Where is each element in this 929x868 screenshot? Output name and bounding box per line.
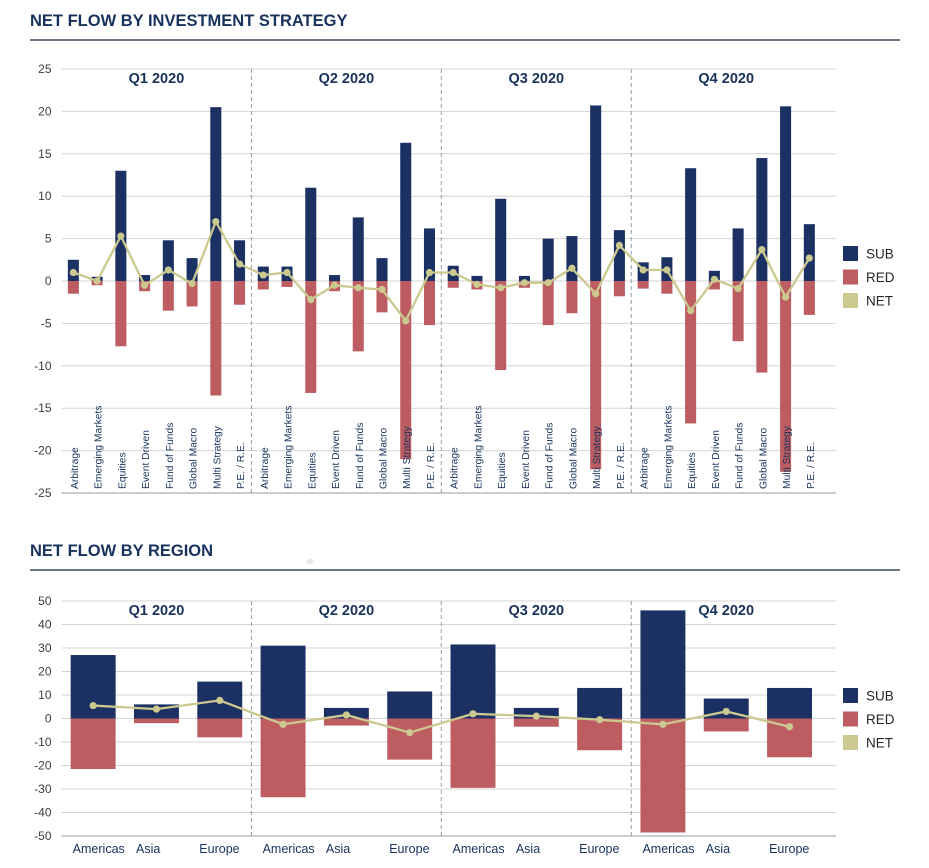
svg-text:Emerging Markets: Emerging Markets	[473, 405, 484, 489]
svg-text:15: 15	[38, 147, 52, 161]
svg-text:Multi Strategy: Multi Strategy	[212, 425, 223, 489]
svg-text:0: 0	[45, 274, 52, 288]
svg-text:Q4 2020: Q4 2020	[698, 71, 754, 87]
svg-text:Emerging Markets: Emerging Markets	[663, 405, 674, 489]
svg-text:Q1 2020: Q1 2020	[129, 71, 185, 87]
svg-text:Event Driven: Event Driven	[711, 430, 722, 489]
svg-text:NET FLOW BY INVESTMENT STRATEG: NET FLOW BY INVESTMENT STRATEGY	[30, 12, 347, 30]
svg-text:Europe: Europe	[199, 842, 239, 856]
svg-text:Equities: Equities	[307, 452, 318, 489]
svg-text:Arbitrage: Arbitrage	[450, 447, 461, 489]
svg-text:Europe: Europe	[769, 842, 809, 856]
svg-text:Q1 2020: Q1 2020	[129, 603, 185, 619]
svg-text:Equities: Equities	[117, 452, 128, 489]
svg-text:-40: -40	[34, 806, 52, 820]
svg-text:P.E. / R.E.: P.E. / R.E.	[426, 442, 437, 489]
svg-text:Europe: Europe	[579, 842, 619, 856]
svg-text:NET FLOW BY REGION: NET FLOW BY REGION	[30, 542, 213, 560]
svg-text:Global Macro: Global Macro	[568, 427, 579, 489]
svg-text:Fund of Funds: Fund of Funds	[735, 423, 746, 489]
svg-text:Q2 2020: Q2 2020	[319, 71, 375, 87]
svg-text:-20: -20	[34, 444, 52, 458]
svg-text:Equities: Equities	[497, 452, 508, 489]
svg-text:Q2 2020: Q2 2020	[319, 603, 375, 619]
svg-text:Americas: Americas	[73, 842, 125, 856]
svg-text:Event Driven: Event Driven	[521, 430, 532, 489]
svg-text:-5: -5	[41, 316, 52, 330]
svg-text:20: 20	[38, 665, 52, 679]
svg-text:0: 0	[45, 712, 52, 726]
svg-text:Asia: Asia	[326, 842, 350, 856]
svg-text:Event Driven: Event Driven	[331, 430, 342, 489]
svg-text:Arbitrage: Arbitrage	[260, 447, 271, 489]
svg-text:Multi Strategy: Multi Strategy	[402, 425, 413, 489]
svg-text:20: 20	[38, 104, 52, 118]
svg-text:-30: -30	[34, 782, 52, 796]
svg-text:Global Macro: Global Macro	[379, 427, 390, 489]
svg-text:Arbitrage: Arbitrage	[640, 447, 651, 489]
svg-text:Fund of Funds: Fund of Funds	[545, 423, 556, 489]
svg-text:Multi Strategy: Multi Strategy	[592, 425, 603, 489]
svg-text:RED: RED	[866, 270, 895, 285]
svg-text:40: 40	[38, 618, 52, 632]
svg-text:Asia: Asia	[516, 842, 540, 856]
svg-text:5: 5	[45, 232, 52, 246]
svg-text:-15: -15	[34, 401, 52, 415]
svg-text:P.E. / R.E.: P.E. / R.E.	[616, 442, 627, 489]
svg-text:RED: RED	[866, 712, 895, 727]
svg-text:Americas: Americas	[642, 842, 694, 856]
svg-text:NET: NET	[866, 294, 893, 309]
svg-text:Global Macro: Global Macro	[758, 427, 769, 489]
svg-text:-10: -10	[34, 359, 52, 373]
svg-text:25: 25	[38, 62, 52, 76]
svg-text:Multi Strategy: Multi Strategy	[782, 425, 793, 489]
svg-text:Global Macro: Global Macro	[189, 427, 200, 489]
svg-text:Americas: Americas	[453, 842, 505, 856]
svg-text:SUB: SUB	[866, 247, 894, 262]
svg-text:Asia: Asia	[136, 842, 160, 856]
svg-text:Emerging Markets: Emerging Markets	[94, 405, 105, 489]
svg-text:P.E. / R.E.: P.E. / R.E.	[236, 442, 247, 489]
svg-text:-20: -20	[34, 759, 52, 773]
svg-text:-10: -10	[34, 735, 52, 749]
svg-text:Fund of Funds: Fund of Funds	[355, 423, 366, 489]
svg-text:Emerging Markets: Emerging Markets	[284, 405, 295, 489]
svg-text:-50: -50	[34, 829, 52, 843]
svg-text:Fund of Funds: Fund of Funds	[165, 423, 176, 489]
svg-text:Asia: Asia	[706, 842, 730, 856]
svg-text:Europe: Europe	[389, 842, 429, 856]
svg-text:Equities: Equities	[687, 452, 698, 489]
svg-text:10: 10	[38, 688, 52, 702]
svg-text:Event Driven: Event Driven	[141, 430, 152, 489]
svg-text:30: 30	[38, 641, 52, 655]
svg-text:Q3 2020: Q3 2020	[508, 71, 564, 87]
svg-text:10: 10	[38, 189, 52, 203]
svg-text:P.E. / R.E.: P.E. / R.E.	[806, 442, 817, 489]
svg-text:SUB: SUB	[866, 689, 894, 704]
svg-text:-25: -25	[34, 486, 52, 500]
svg-text:50: 50	[38, 594, 52, 608]
svg-text:Arbitrage: Arbitrage	[70, 447, 81, 489]
svg-text:Q4 2020: Q4 2020	[698, 603, 754, 619]
svg-text:Americas: Americas	[263, 842, 315, 856]
svg-text:Q3 2020: Q3 2020	[508, 603, 564, 619]
svg-text:NET: NET	[866, 736, 893, 751]
